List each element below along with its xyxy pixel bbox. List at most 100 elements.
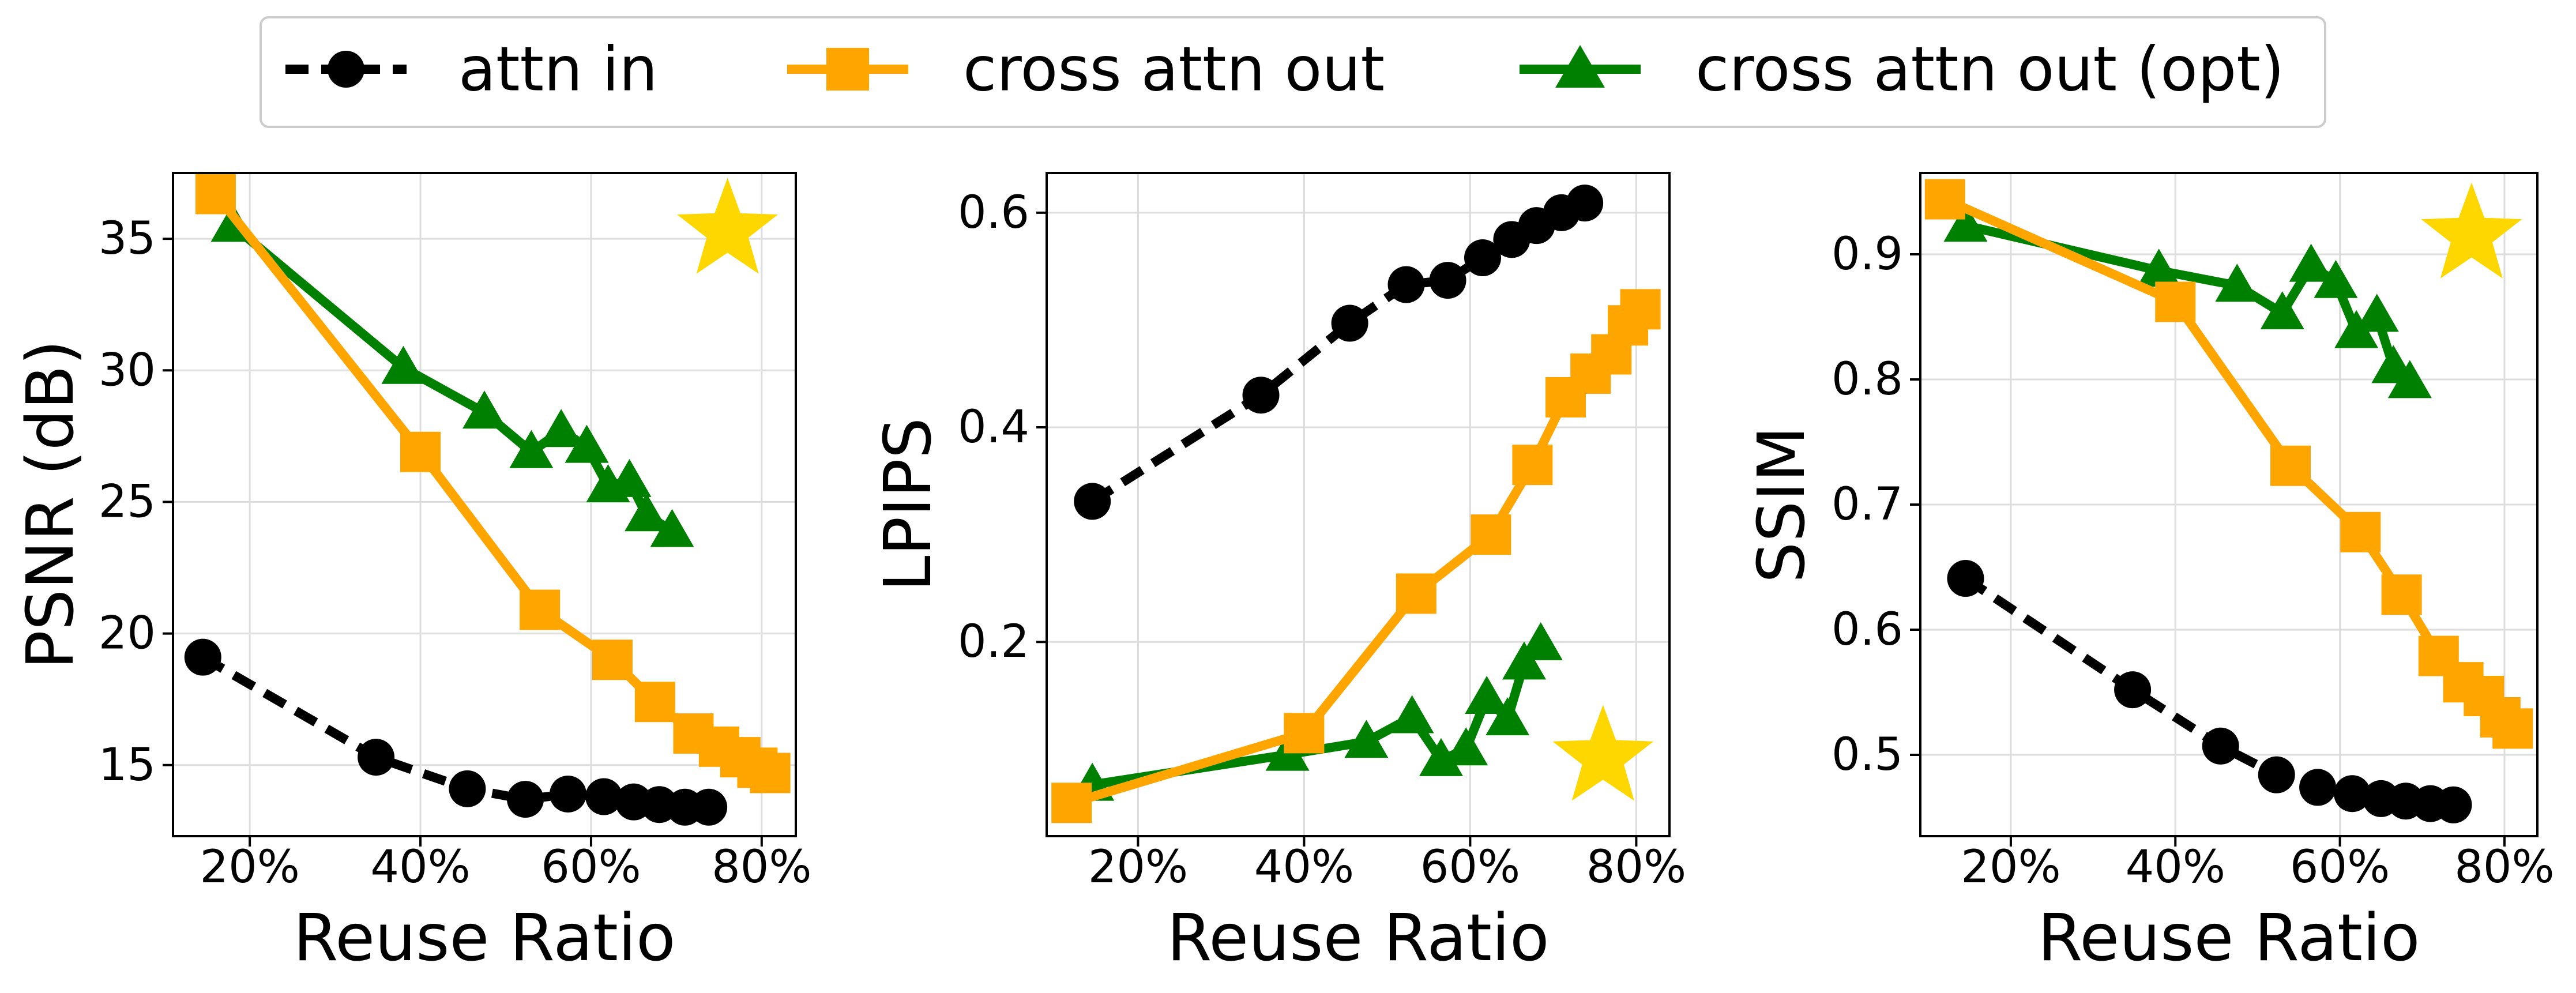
lpips-cross-attn-out-opt-point [1419, 738, 1463, 776]
ssim-cross-attn-out-opt-point [1943, 204, 1988, 242]
lpips-x-tick-label: 60% [1420, 841, 1520, 893]
lpips-cross-attn-out-point [1284, 713, 1325, 754]
psnr-y-tick-label: 30 [99, 344, 156, 396]
psnr-y-axis-label: PSNR (dB) [13, 340, 88, 669]
ssim-attn-in-point [2435, 786, 2472, 823]
lpips-cross-attn-out-opt-point [1502, 641, 1546, 680]
ssim-y-tick-label: 0.9 [1832, 228, 1903, 280]
legend-label-cross-attn-out-opt: cross attn out (opt) [1695, 34, 2284, 105]
ssim-cross-attn-out-opt-point [2334, 310, 2379, 348]
lpips-axes-frame [1046, 172, 1671, 837]
ssim-ideal-star-icon [2421, 182, 2522, 279]
legend-entry-cross-attn-out-opt: cross attn out (opt) [1520, 34, 2284, 105]
ssim-x-axis-label: Reuse Ratio [2037, 901, 2420, 976]
psnr-cross-attn-out-opt-point [381, 345, 426, 384]
psnr-cross-attn-out-opt-point [607, 458, 652, 497]
ssim-y-tick-label: 0.8 [1832, 353, 1903, 405]
lpips-cross-attn-out-opt-point [1390, 695, 1434, 734]
psnr-attn-in-point [585, 778, 623, 815]
legend-cross-attn-out-opt-triangle-marker [1555, 45, 1605, 88]
lpips-attn-in-point [1242, 377, 1280, 414]
ssim-cross-attn-out-opt-point [2314, 259, 2358, 298]
psnr-cross-attn-out-opt-point [462, 390, 506, 429]
lpips-attn-in-point [1331, 304, 1368, 342]
ssim-y-tick-label: 0.5 [1832, 729, 1903, 781]
lpips-plot-area [1051, 185, 1661, 823]
psnr-cross-attn-out-point [634, 682, 675, 723]
psnr-y-tick-label: 15 [99, 739, 156, 791]
lpips-ideal-star-icon [1552, 705, 1654, 801]
psnr-x-axis-label: Reuse Ratio [293, 901, 675, 976]
lpips-x-axis-label: Reuse Ratio [1167, 901, 1549, 976]
psnr-x-tick-label: 40% [370, 841, 470, 893]
ssim-cross-attn-out-opt-point [2355, 294, 2399, 332]
lpips-y-tick-label: 0.6 [958, 187, 1029, 239]
psnr-cross-attn-out-opt-point [650, 509, 694, 547]
ssim-cross-attn-out-point [2155, 281, 2196, 322]
lpips-cross-attn-out-point [1512, 445, 1553, 486]
psnr-cross-attn-out-opt-point [565, 424, 609, 463]
ssim-x-tick-label: 40% [2126, 841, 2225, 893]
psnr-cross-attn-out-point [195, 174, 236, 215]
lpips-x-tick-label: 40% [1254, 841, 1354, 893]
ssim-cross-attn-out-point [1924, 179, 1965, 220]
lpips-cross-attn-out-opt-point [1465, 675, 1509, 714]
psnr-x-tick-label: 20% [200, 841, 299, 893]
ssim-attn-in-point [2114, 671, 2152, 709]
lpips-cross-attn-out-point [1620, 289, 1661, 330]
psnr-attn-in-point [507, 781, 544, 818]
psnr-cross-attn-out-point [520, 589, 561, 630]
legend: attn in cross attn out cross attn out (o… [260, 16, 2326, 128]
lpips-attn-in-point [1387, 266, 1425, 303]
psnr-attn-in-point [690, 788, 728, 826]
lpips-attn-in-point [1074, 483, 1111, 520]
psnr-cross-attn-out-point [750, 753, 791, 793]
ssim-cross-attn-out-opt-point [2260, 291, 2304, 330]
lpips-y-tick-label: 0.4 [958, 401, 1029, 453]
ssim-cross-attn-out-opt-point [2137, 249, 2181, 287]
lpips-attn-in-point [1566, 185, 1604, 222]
psnr-plot-area [184, 174, 791, 826]
lpips-cross-attn-out-point [1396, 573, 1436, 614]
legend-cross-attn-out-square-marker [826, 48, 869, 91]
ssim-x-tick-label: 80% [2454, 841, 2554, 893]
lpips-cross-attn-out-opt-point [1444, 727, 1488, 766]
lpips-cross-attn-out-opt-point [1518, 622, 1563, 660]
psnr-attn-in-point [184, 638, 221, 676]
psnr-cross-attn-out-point [592, 640, 633, 680]
legend-entry-attn-in: attn in [285, 34, 658, 105]
psnr-x-tick-label: 60% [541, 841, 641, 893]
ssim-plot-area [1924, 179, 2533, 823]
psnr-chart-panel: 20% 40% 60% 80% 15 20 25 30 35 Reuse Ratio PSNR (d… [13, 172, 812, 976]
lpips-attn-in-point [1464, 239, 1501, 277]
ssim-x-tick-label: 20% [1961, 841, 2060, 893]
lpips-y-axis-label: LPIPS [871, 417, 946, 592]
psnr-attn-in-point [549, 775, 586, 813]
ssim-attn-in-point [1947, 560, 1984, 597]
psnr-cross-attn-out-opt-point [509, 430, 554, 468]
ssim-y-tick-label: 0.7 [1832, 479, 1903, 531]
ssim-cross-attn-out-opt-point [2387, 360, 2432, 398]
lpips-x-tick-label: 20% [1088, 841, 1188, 893]
lpips-x-tick-label: 80% [1586, 841, 1686, 893]
psnr-ideal-star-icon [677, 178, 779, 274]
ssim-cross-attn-out-point [2270, 445, 2311, 486]
lpips-cross-attn-out-opt-point [1344, 720, 1389, 758]
psnr-y-tick-label: 20 [99, 608, 156, 660]
ssim-attn-in-point [2334, 775, 2371, 813]
psnr-y-tick-label: 25 [99, 476, 156, 528]
legend-attn-in-circle-marker [328, 51, 364, 88]
ssim-chart-panel: 20% 40% 60% 80% 0.5 0.6 0.7 0.8 0.9 Reuse Ratio SS… [1744, 172, 2555, 976]
psnr-attn-in-point [358, 739, 395, 776]
psnr-axes-frame [172, 172, 797, 837]
ssim-attn-in-point [2258, 756, 2295, 793]
ssim-x-tick-label: 60% [2290, 841, 2390, 893]
psnr-cross-attn-out-opt-point [539, 409, 584, 447]
ssim-cross-attn-out-point [2340, 511, 2381, 552]
ssim-attn-in-point [2299, 769, 2337, 806]
psnr-cross-attn-out-opt-point [625, 493, 669, 532]
lpips-attn-in-point [1429, 262, 1466, 299]
legend-label-cross-attn-out: cross attn out [963, 34, 1385, 105]
psnr-cross-attn-out-point [400, 431, 441, 472]
